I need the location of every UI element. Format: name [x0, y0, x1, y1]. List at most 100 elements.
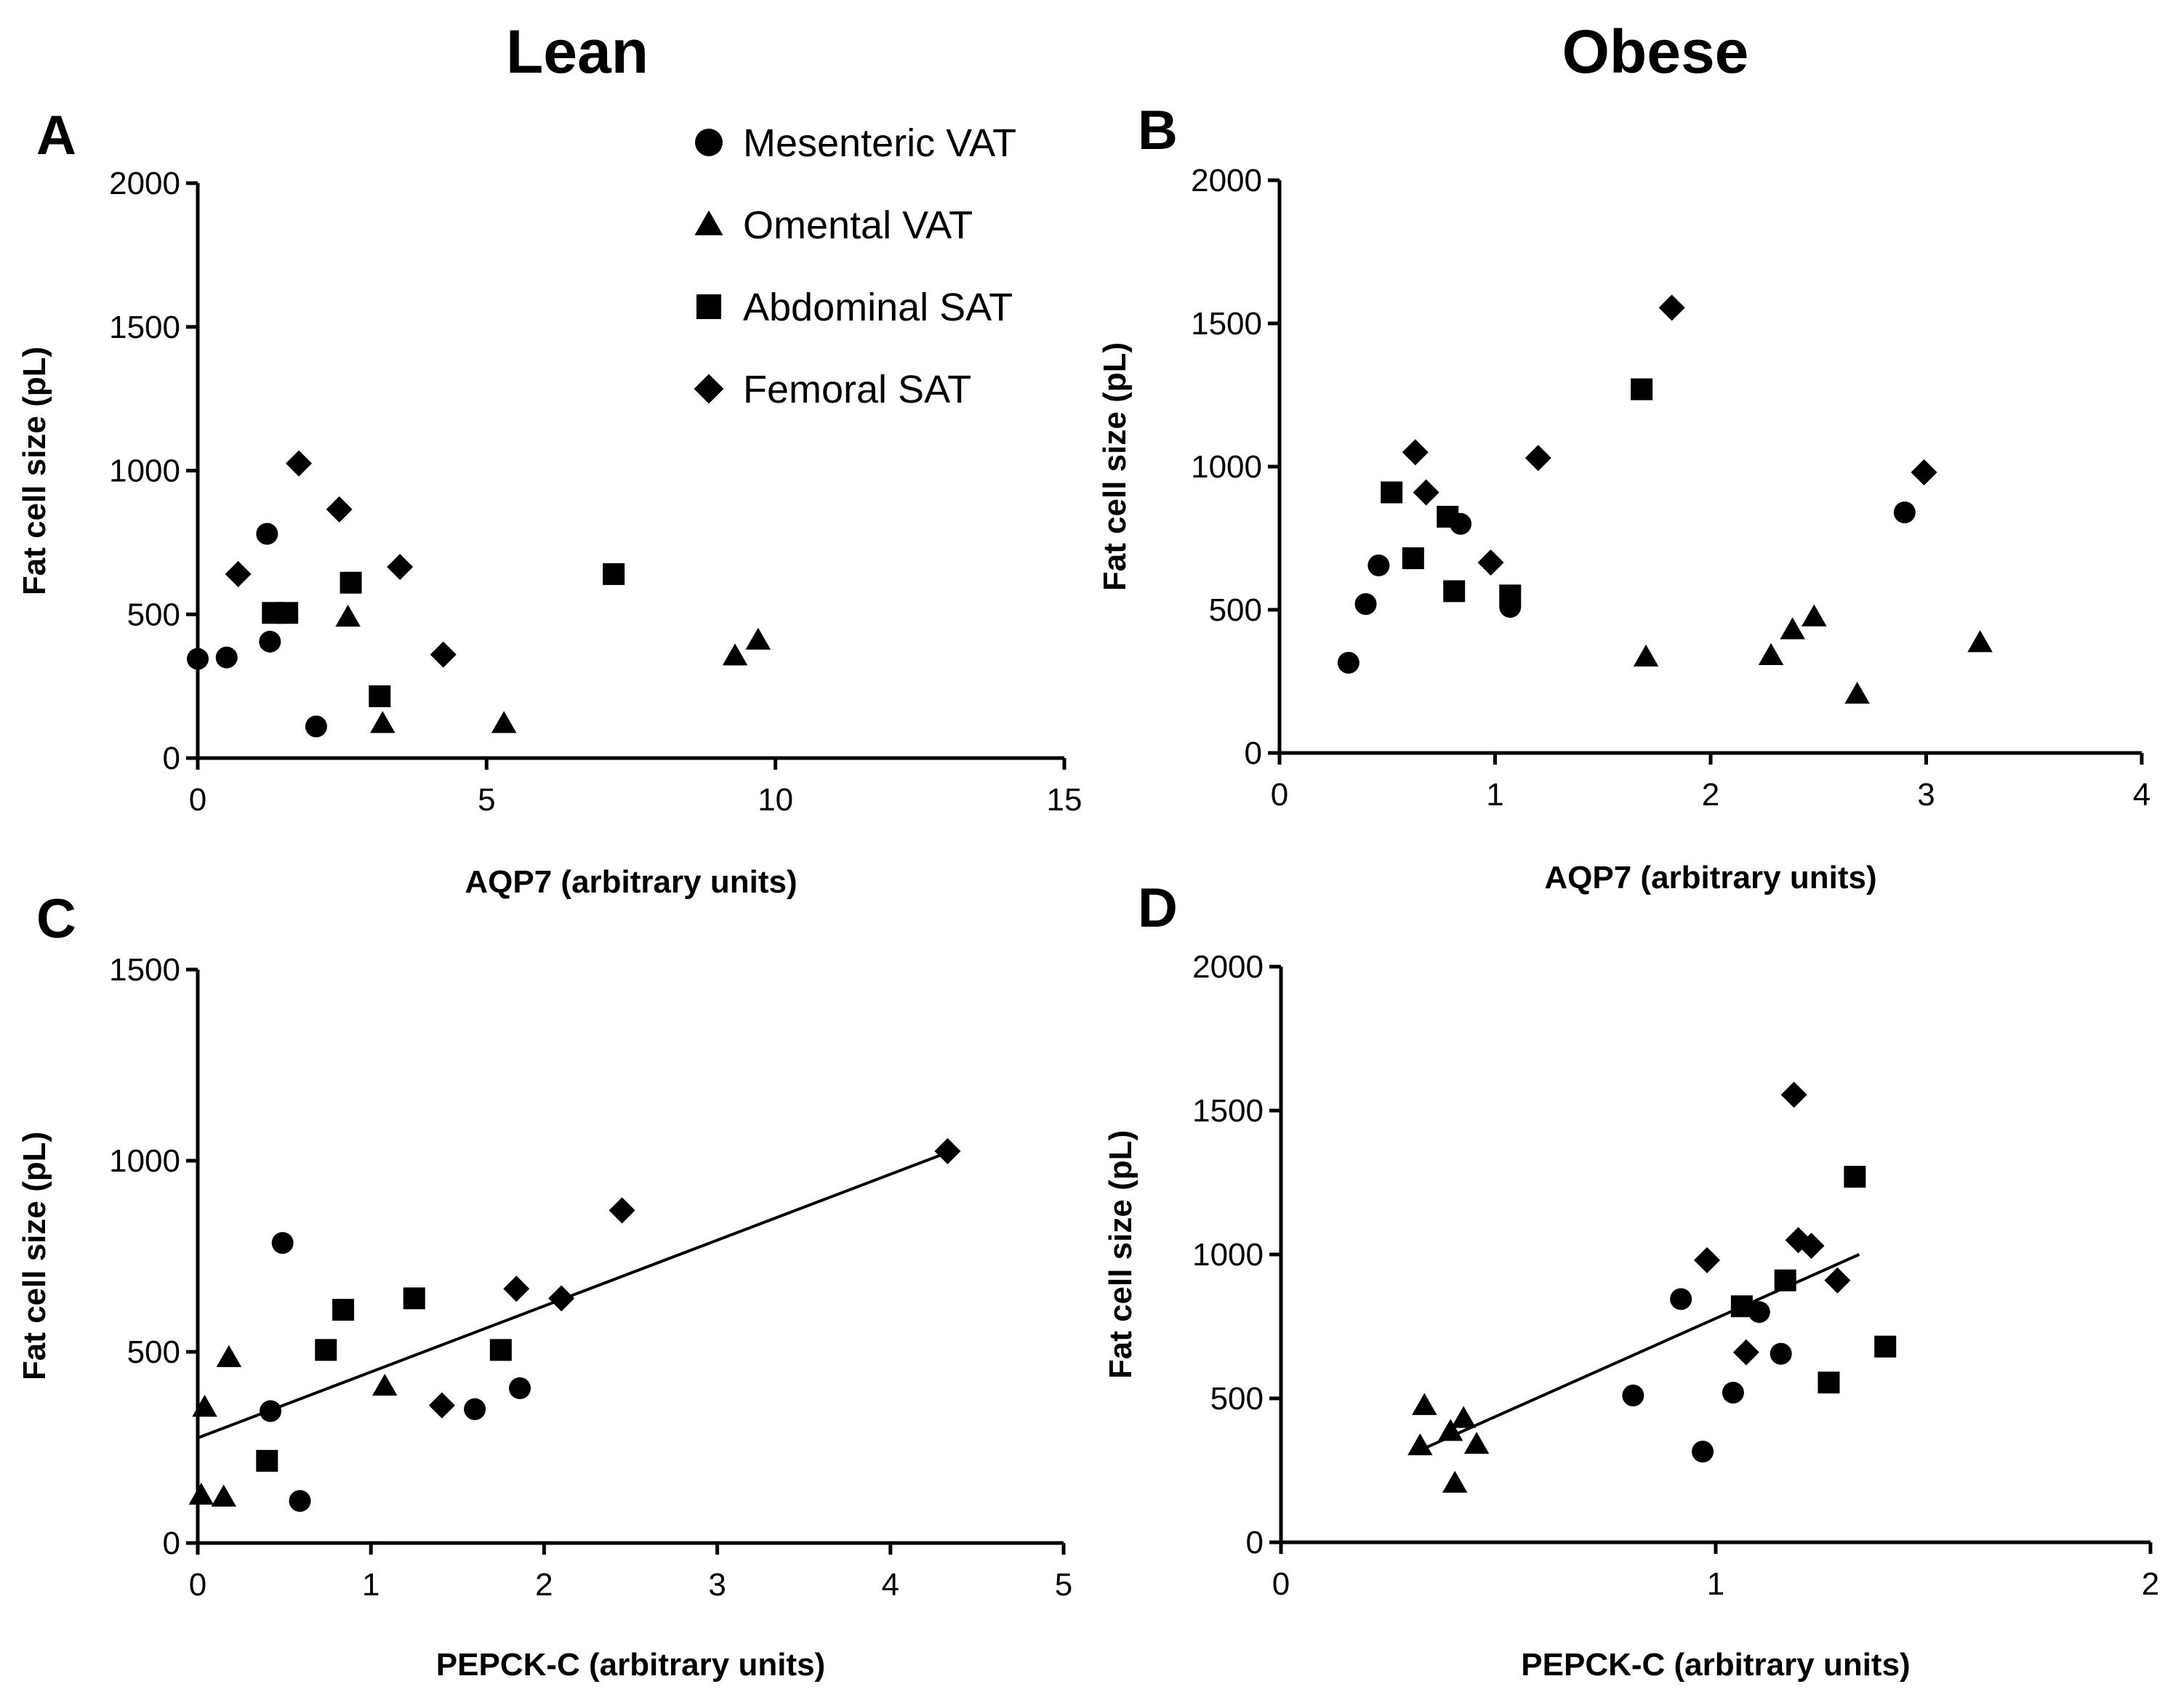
y-axis-label-c: Fat cell size (pL) — [17, 1132, 52, 1380]
y-tick-label-a: 1000 — [109, 454, 180, 489]
x-tick-label-c: 2 — [535, 1567, 553, 1603]
point-square-d — [1774, 1269, 1796, 1292]
point-square-c — [489, 1339, 512, 1361]
point-triangle-d — [1412, 1393, 1437, 1415]
point-square-b — [1402, 547, 1424, 570]
point-diamond-d — [1798, 1233, 1825, 1260]
legend-label-square: Abdominal SAT — [743, 286, 1013, 329]
point-square-a — [340, 571, 362, 594]
y-tick-label-c: 500 — [127, 1334, 180, 1370]
point-triangle-b — [1758, 642, 1784, 665]
point-triangle-a — [370, 711, 395, 733]
point-triangle-d — [1407, 1433, 1433, 1456]
point-triangle-d — [1450, 1406, 1477, 1428]
point-diamond-c — [548, 1285, 575, 1312]
x-tick-label-b: 4 — [2133, 777, 2150, 813]
y-tick-label-c: 0 — [163, 1526, 180, 1561]
y-tick-label-d: 1500 — [1192, 1093, 1264, 1129]
point-circle-c — [464, 1398, 486, 1420]
legend-label-triangle: Omental VAT — [743, 204, 973, 247]
point-circle-a — [259, 630, 281, 653]
point-circle-d — [1622, 1385, 1644, 1407]
legend-triangle-icon — [694, 210, 723, 235]
legend: Mesenteric VAT Omental VAT Abdominal SAT Fe… — [694, 121, 1016, 411]
point-circle-a — [256, 523, 278, 545]
legend-diamond-icon — [694, 374, 724, 404]
x-tick-label-c: 3 — [708, 1567, 726, 1603]
point-diamond-a — [286, 450, 313, 477]
point-diamond-a — [225, 560, 252, 587]
y-tick-label-a: 500 — [127, 597, 180, 632]
point-diamond-a — [326, 496, 353, 523]
point-circle-c — [271, 1232, 294, 1254]
point-circle-b — [1354, 593, 1377, 616]
point-triangle-c — [188, 1483, 214, 1505]
y-tick-label-c: 1000 — [109, 1143, 180, 1179]
y-tick-label-d: 500 — [1210, 1381, 1264, 1417]
legend-label-diamond: Femoral SAT — [743, 368, 971, 411]
point-diamond-d — [1780, 1081, 1807, 1108]
series-triangle-b — [1633, 604, 1993, 704]
series-diamond-d — [1694, 1081, 1851, 1366]
y-tick-label-b: 1000 — [1191, 449, 1262, 485]
y-tick-label-a: 2000 — [109, 166, 180, 201]
point-diamond-d — [1824, 1267, 1851, 1294]
x-tick-label-c: 0 — [189, 1567, 206, 1603]
series-diamond-a — [225, 450, 457, 668]
y-tick-label-c: 1500 — [109, 952, 180, 988]
point-triangle-d — [1463, 1432, 1490, 1454]
point-diamond-b — [1658, 294, 1685, 321]
point-square-c — [403, 1287, 425, 1310]
point-circle-b — [1337, 651, 1359, 674]
x-tick-label-d: 2 — [2142, 1566, 2159, 1602]
x-tick-label-c: 1 — [362, 1567, 379, 1603]
y-axis-label-d: Fat cell size (pL) — [1103, 1130, 1138, 1379]
panel-b: B 0 500 1000 1500 2000 0 1 2 3 4 AQP7 (arbitrary un… — [1097, 100, 2150, 895]
point-circle-d — [1722, 1382, 1744, 1404]
point-diamond-c — [608, 1197, 635, 1224]
point-triangle-a — [335, 604, 361, 627]
point-diamond-b — [1413, 479, 1439, 506]
point-square-a — [369, 685, 391, 707]
y-tick-label-b: 0 — [1245, 736, 1262, 771]
point-diamond-a — [430, 641, 457, 668]
regression-line-c — [197, 1149, 952, 1440]
point-diamond-b — [1525, 445, 1551, 472]
series-square-a — [262, 563, 625, 707]
point-triangle-c — [192, 1395, 217, 1417]
point-diamond-b — [1402, 439, 1429, 466]
legend-circle-icon — [695, 129, 723, 156]
y-tick-label-b: 2000 — [1191, 163, 1262, 198]
point-square-b — [1631, 378, 1653, 400]
point-triangle-c — [211, 1484, 236, 1507]
x-tick-label-b: 1 — [1486, 777, 1503, 813]
x-axis-label-b: AQP7 (arbitrary units) — [1544, 860, 1876, 895]
point-circle-c — [260, 1400, 282, 1422]
x-tick-label-a: 10 — [758, 782, 793, 818]
x-tick-label-d: 1 — [1707, 1566, 1724, 1602]
y-tick-label-b: 500 — [1209, 592, 1262, 628]
point-diamond-c — [503, 1276, 530, 1302]
point-diamond-d — [1732, 1339, 1759, 1366]
point-diamond-d — [1694, 1246, 1721, 1273]
point-triangle-a — [745, 627, 771, 650]
point-square-b — [1437, 505, 1459, 528]
point-triangle-b — [1844, 681, 1870, 704]
series-diamond-b — [1402, 294, 1937, 576]
point-circle-d — [1692, 1441, 1714, 1463]
point-square-b — [1499, 584, 1522, 607]
point-triangle-b — [1633, 644, 1659, 666]
point-triangle-b — [1802, 604, 1827, 627]
point-circle-d — [1748, 1301, 1770, 1324]
point-circle-a — [187, 648, 209, 670]
panel-letter-b: B — [1138, 100, 1178, 161]
point-square-a — [276, 602, 299, 624]
point-square-d — [1874, 1335, 1897, 1358]
x-tick-label-a: 15 — [1047, 782, 1083, 818]
series-diamond-c — [428, 1137, 961, 1419]
x-tick-label-a: 0 — [189, 782, 206, 818]
series-square-b — [1381, 378, 1653, 607]
series-circle-c — [260, 1232, 531, 1512]
point-diamond-c — [934, 1137, 961, 1164]
